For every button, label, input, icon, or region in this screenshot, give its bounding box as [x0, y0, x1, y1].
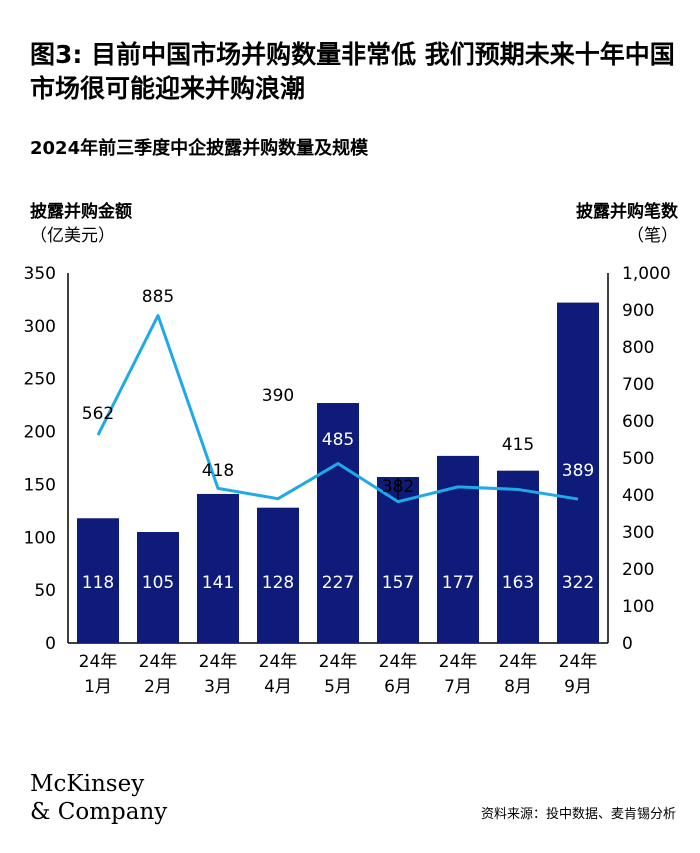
logo-line-2: & Company: [30, 799, 168, 825]
right-tick-label: 0: [622, 634, 633, 654]
left-tick-label: 150: [24, 475, 56, 495]
bar-value-label: 163: [502, 573, 534, 593]
x-tick-label-month: 2月: [144, 677, 172, 697]
bar-value-label: 177: [442, 573, 474, 593]
line-value-label: 415: [502, 435, 534, 455]
line-value-label: 390: [262, 386, 294, 406]
right-tick-label: 900: [622, 301, 654, 321]
x-tick-label-month: 7月: [444, 677, 472, 697]
bar-value-label: 118: [82, 573, 114, 593]
line-value-label: 885: [142, 287, 174, 307]
logo-line-1: McKinsey: [30, 771, 145, 797]
x-tick-label-month: 6月: [384, 677, 412, 697]
right-tick-label: 600: [622, 412, 654, 432]
right-tick-label: 100: [622, 597, 654, 617]
bar: [77, 518, 119, 643]
x-tick-label-year: 24年: [379, 652, 418, 672]
bar-value-label: 322: [562, 573, 594, 593]
right-axis-unit: （笔）: [627, 226, 678, 246]
left-axis-title: 披露并购金额 （亿美元）: [30, 200, 132, 248]
x-tick-label-year: 24年: [559, 652, 598, 672]
bar: [497, 470, 539, 643]
left-axis-label: 披露并购金额: [30, 202, 132, 222]
x-tick-label-month: 9月: [564, 677, 592, 697]
x-tick-label-month: 5月: [324, 677, 352, 697]
bar-value-label: 157: [382, 573, 414, 593]
x-tick-label-month: 8月: [504, 677, 532, 697]
line-value-label: 389: [562, 461, 594, 481]
bar-value-label: 128: [262, 573, 294, 593]
right-axis-title: 披露并购笔数 （笔）: [576, 200, 678, 248]
right-axis-label: 披露并购笔数: [576, 202, 678, 222]
left-tick-label: 200: [24, 423, 56, 443]
left-tick-label: 50: [34, 581, 56, 601]
right-tick-label: 700: [622, 375, 654, 395]
x-tick-label-year: 24年: [199, 652, 238, 672]
chart-subtitle: 2024年前三季度中企披露并购数量及规模: [30, 138, 369, 159]
line-value-label: 485: [322, 430, 354, 450]
x-tick-label-year: 24年: [439, 652, 478, 672]
x-tick-label-year: 24年: [79, 652, 118, 672]
right-tick-label: 300: [622, 523, 654, 543]
bar: [137, 532, 179, 643]
line-value-label: 562: [82, 404, 114, 424]
left-tick-label: 300: [24, 317, 56, 337]
x-tick-label-year: 24年: [499, 652, 538, 672]
x-tick-label-month: 3月: [204, 677, 232, 697]
x-tick-label-year: 24年: [139, 652, 178, 672]
x-tick-label-year: 24年: [319, 652, 358, 672]
source-note: 资料来源：投中数据、麦肯锡分析: [480, 807, 676, 822]
line-value-label: 418: [202, 461, 234, 481]
bar: [377, 477, 419, 643]
x-tick-label-year: 24年: [259, 652, 298, 672]
x-tick-label-month: 1月: [84, 677, 112, 697]
bar: [257, 507, 299, 643]
x-tick-label-month: 4月: [264, 677, 292, 697]
right-tick-label: 500: [622, 449, 654, 469]
bar: [557, 302, 599, 643]
bar-value-label: 105: [142, 573, 174, 593]
right-tick-label: 400: [622, 486, 654, 506]
left-tick-label: 250: [24, 370, 56, 390]
bar-value-label: 141: [202, 573, 234, 593]
right-tick-label: 200: [622, 560, 654, 580]
left-tick-label: 350: [24, 264, 56, 284]
bar: [317, 403, 359, 643]
bar: [197, 493, 239, 643]
line-series: [96, 314, 579, 504]
chart-title: 图3: 目前中国市场并购数量非常低 我们预期未来十年中国市场很可能迎来并购浪潮: [30, 40, 675, 103]
left-tick-label: 0: [45, 634, 56, 654]
bar-value-label: 227: [322, 573, 354, 593]
mckinsey-logo: McKinsey & Company: [30, 770, 167, 826]
line-value-label: 422: [442, 431, 474, 451]
left-tick-label: 100: [24, 528, 56, 548]
right-tick-label: 800: [622, 338, 654, 358]
left-axis-unit: （亿美元）: [30, 226, 115, 246]
bar: [437, 455, 479, 643]
combo-chart: 0 50 100 150 200 250 300 350 0 100 200 300 400 500 600…: [24, 264, 671, 697]
right-tick-label: 1,000: [622, 264, 671, 284]
